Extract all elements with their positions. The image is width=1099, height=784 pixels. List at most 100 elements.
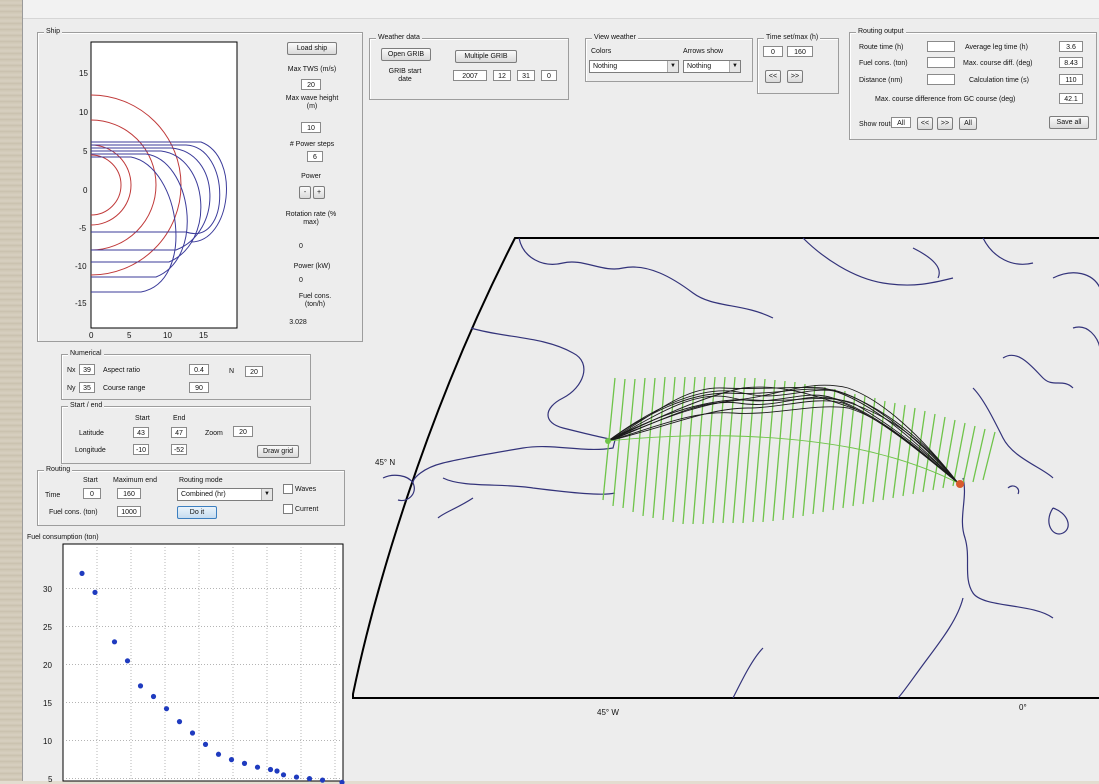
lon-start-field[interactable]: -10	[133, 444, 149, 455]
fuel-cons-label: Fuel cons. (ton/h)	[298, 293, 332, 308]
route-time-field	[927, 41, 955, 52]
fuel-data-point	[215, 751, 222, 757]
ship-y-tick: 0	[83, 186, 88, 195]
time-label: Time	[45, 492, 61, 499]
time-panel: Time set/max (h)	[757, 33, 839, 94]
chevron-down-icon: ▼	[667, 61, 678, 72]
max-tws-field[interactable]: 20	[301, 79, 321, 90]
ship-y-tick: -5	[79, 224, 87, 233]
grib-year-field[interactable]: 2007	[453, 70, 487, 81]
time-next-button[interactable]: >>	[787, 70, 803, 83]
routing-output-title: Routing output	[856, 27, 906, 37]
fuel-data-point	[189, 730, 196, 736]
route-end-marker	[956, 480, 964, 488]
n-field[interactable]: 20	[245, 366, 263, 377]
show-route-field[interactable]: All	[891, 117, 911, 128]
max-wave-field[interactable]: 10	[301, 122, 321, 133]
waves-checkbox[interactable]	[283, 484, 293, 494]
fuel-data-point	[111, 639, 118, 645]
route-next-button[interactable]: >>	[937, 117, 953, 130]
colors-select-value: Nothing	[593, 63, 618, 70]
grib-day-field[interactable]: 31	[517, 70, 535, 81]
routing-output-panel: Routing output	[849, 27, 1097, 140]
maximum-end-label: Maximum end	[113, 477, 157, 484]
lat-start-field[interactable]: 43	[133, 427, 149, 438]
view-weather-panel: View weather	[585, 33, 753, 82]
fuel-y-tick: 30	[43, 584, 52, 594]
ny-field[interactable]: 35	[79, 382, 95, 393]
nx-field[interactable]: 39	[79, 364, 95, 375]
fuel-data-point	[280, 772, 287, 778]
current-checkbox[interactable]	[283, 504, 293, 514]
save-all-button[interactable]: Save all	[1049, 116, 1089, 129]
routing-title: Routing	[44, 465, 73, 475]
fuel-cons-value: 3.028	[289, 319, 307, 326]
route-map	[352, 237, 1099, 699]
power-plus-button[interactable]: +	[313, 186, 325, 199]
grib-hour-field[interactable]: 0	[541, 70, 557, 81]
colors-select[interactable]: Nothing ▼	[589, 60, 679, 73]
aspect-field[interactable]: 0.4	[189, 364, 209, 375]
zoom-field[interactable]: 20	[233, 426, 253, 437]
routing-time-start-field[interactable]: 0	[83, 488, 101, 499]
app-window: Ship 15 10 5 0 -5 -10 -15 0 5 10 15 Load…	[22, 0, 1099, 784]
fuel-chart	[62, 543, 345, 784]
load-ship-button[interactable]: Load ship	[287, 42, 337, 55]
start-column-label: Start	[135, 415, 150, 422]
n-label: N	[229, 368, 235, 375]
lat-end-field[interactable]: 47	[171, 427, 187, 438]
map-lon45-label: 45° W	[597, 708, 619, 717]
max-course-diff-field: 8.43	[1059, 57, 1083, 68]
route-prev-button[interactable]: <<	[917, 117, 933, 130]
lon-end-field[interactable]: -52	[171, 444, 187, 455]
ship-y-tick: 15	[79, 69, 88, 78]
ship-y-tick: 5	[83, 147, 88, 156]
ship-x-tick: 5	[127, 331, 132, 340]
coastlines	[382, 237, 1099, 699]
time-panel-title: Time set/max (h)	[764, 33, 821, 43]
start-end-panel: Start / end	[61, 401, 311, 464]
route-all-button[interactable]: All	[959, 117, 977, 130]
distance-field	[927, 74, 955, 85]
time-set-field[interactable]: 0	[763, 46, 783, 57]
show-route-label: Show route	[859, 121, 895, 128]
power-kw-value: 0	[299, 277, 303, 284]
zoom-label: Zoom	[205, 430, 223, 437]
title-strip	[23, 0, 1099, 19]
colors-label: Colors	[591, 48, 612, 55]
multiple-grib-button[interactable]: Multiple GRIB	[455, 50, 517, 63]
draw-grid-button[interactable]: Draw grid	[257, 445, 299, 458]
time-prev-button[interactable]: <<	[765, 70, 781, 83]
fuel-data-point	[137, 683, 144, 689]
do-it-button[interactable]: Do it	[177, 506, 217, 519]
routing-time-max-field[interactable]: 160	[117, 488, 141, 499]
routing-mode-select[interactable]: Combined (hr) ▼	[177, 488, 273, 501]
power-kw-label: Power (kW)	[293, 263, 331, 270]
rotation-label: Rotation rate (% max)	[285, 211, 337, 226]
arrows-select-value: Nothing	[687, 63, 712, 70]
grib-start-label: GRIB start date	[388, 68, 422, 83]
ship-x-tick: 0	[89, 331, 94, 340]
fuel-data-point	[267, 766, 274, 773]
routing-mode-label: Routing mode	[179, 477, 223, 484]
routing-fuel-label: Fuel cons. (ton)	[49, 509, 98, 516]
course-range-field[interactable]: 90	[189, 382, 209, 393]
chevron-down-icon: ▼	[729, 61, 740, 72]
arrows-select[interactable]: Nothing ▼	[683, 60, 741, 73]
power-steps-field[interactable]: 6	[307, 151, 323, 162]
fuel-data-point	[124, 658, 131, 664]
fuel-data-point	[306, 776, 313, 782]
ship-y-tick: -15	[75, 299, 87, 308]
fuel-grid	[63, 544, 343, 781]
grib-month-field[interactable]: 12	[493, 70, 511, 81]
fuel-data-point	[163, 706, 170, 712]
routing-fuel-field[interactable]: 1000	[117, 506, 141, 517]
power-minus-button[interactable]: -	[299, 186, 311, 199]
route-time-label: Route time (h)	[859, 44, 904, 51]
longitude-label: Longitude	[75, 447, 106, 454]
open-grib-button[interactable]: Open GRIB	[381, 48, 431, 61]
ny-label: Ny	[67, 385, 76, 392]
fuel-data-point	[150, 693, 157, 700]
fuel-data-point	[319, 777, 326, 783]
nx-label: Nx	[67, 367, 76, 374]
